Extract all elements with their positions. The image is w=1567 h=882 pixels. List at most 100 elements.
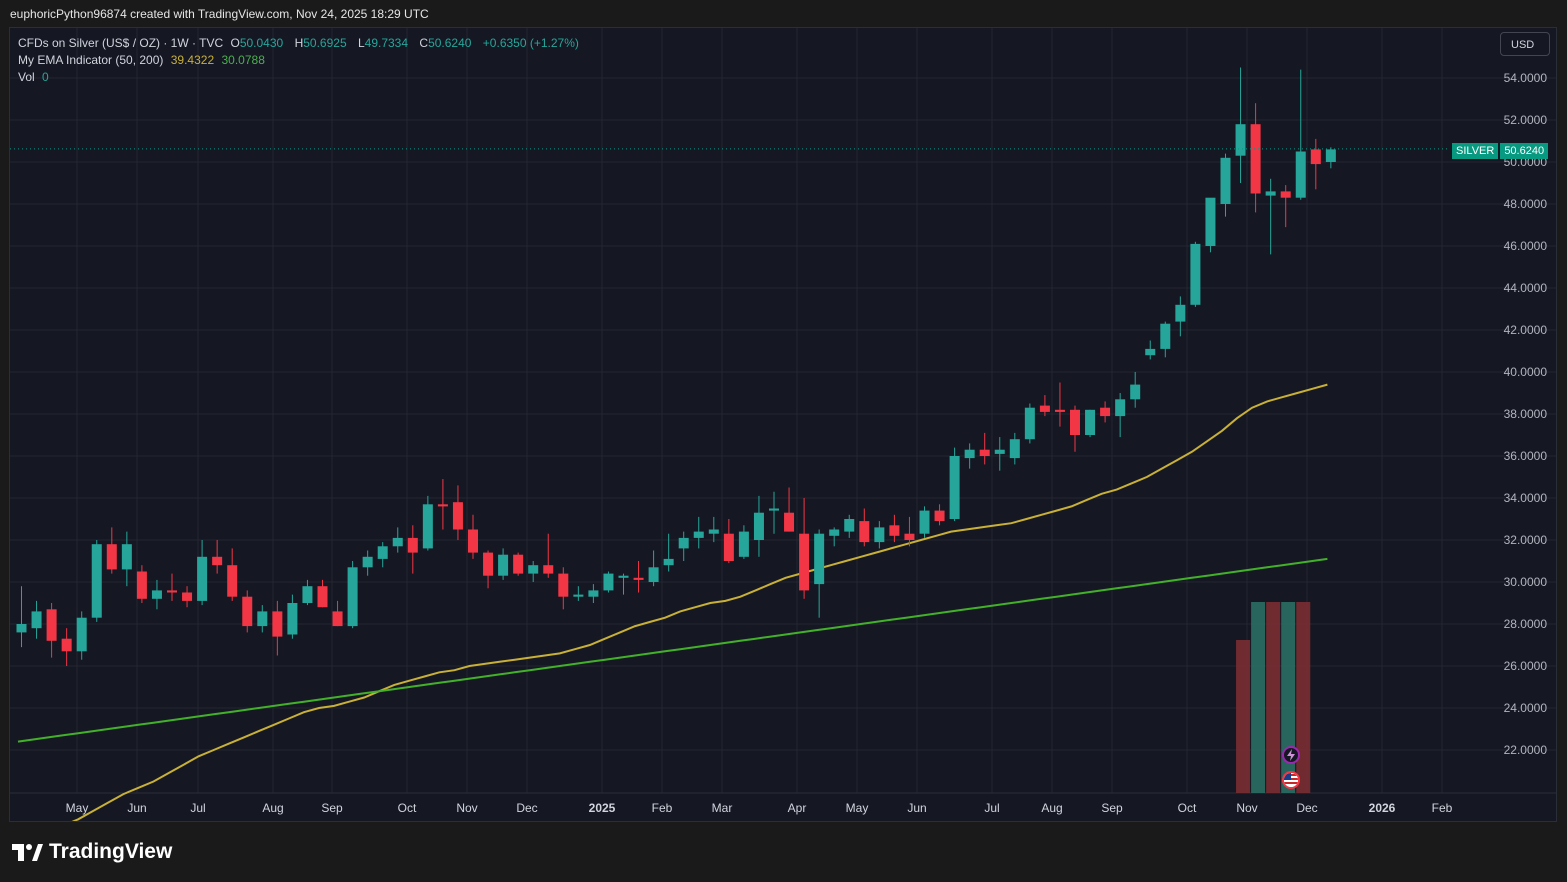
candle-body[interactable] [317,586,328,608]
candle-body[interactable] [287,603,298,635]
candle-body[interactable] [964,449,975,459]
candle-body[interactable] [1265,191,1276,196]
candle-body[interactable] [1220,157,1231,204]
candle-body[interactable] [769,508,779,511]
candle-body[interactable] [1280,191,1291,198]
candle-body[interactable] [1175,304,1186,322]
ema-indicator-name[interactable]: My EMA Indicator (50, 200) [18,53,164,67]
volume-legend[interactable]: Vol 0 [18,70,53,84]
candle-body[interactable] [1085,409,1096,435]
candle-body[interactable] [1295,151,1306,198]
chart-panel[interactable]: 22.0000 24.0000 26.0000 28.0000 30.0000 32.00… [9,27,1557,822]
candle-body[interactable] [528,565,539,574]
candle-body[interactable] [1190,243,1201,305]
tradingview-logo[interactable]: TradingView [12,840,172,864]
candle-body[interactable] [422,504,433,549]
candle-body[interactable] [61,638,72,652]
candle-body[interactable] [979,449,990,456]
candle-body[interactable] [1115,399,1126,417]
candle-body[interactable] [558,573,569,597]
candle-body[interactable] [648,567,659,582]
candle-body[interactable] [844,519,855,532]
candle-body[interactable] [874,527,885,543]
candle-body[interactable] [257,611,268,627]
candle-body[interactable] [573,594,584,597]
candle-body[interactable] [1160,323,1171,349]
candle-body[interactable] [723,533,734,561]
candle-body[interactable] [1205,197,1216,246]
candle-body[interactable] [1039,405,1050,412]
us-flag-event-icon[interactable] [1282,771,1300,789]
volume-label[interactable]: Vol [18,70,35,84]
candle-body[interactable] [106,544,117,570]
candle-body[interactable] [437,504,448,507]
candle-body[interactable] [1235,124,1246,156]
candle-body[interactable] [483,552,494,576]
candle-body[interactable] [543,565,554,574]
candle-body[interactable] [377,546,388,559]
candle-body[interactable] [829,529,840,536]
candle-body[interactable] [407,537,418,553]
candle-body[interactable] [753,512,764,540]
candle-body[interactable] [633,577,644,580]
symbol-name[interactable]: CFDs on Silver (US$ / OZ) · 1W · TVC [18,36,224,50]
candle-body[interactable] [738,531,749,557]
candle-body[interactable] [302,586,313,603]
candle-body[interactable] [31,611,42,629]
candle-body[interactable] [498,554,509,576]
candle-body[interactable] [693,531,704,538]
candle-body[interactable] [452,502,463,530]
candle-body[interactable] [46,609,57,641]
ema-legend[interactable]: My EMA Indicator (50, 200) 39.4322 30.07… [18,53,269,67]
lightning-event-icon[interactable] [1282,746,1300,764]
currency-button[interactable]: USD [1500,32,1550,56]
candle-body[interactable] [1325,149,1336,162]
candle-body[interactable] [513,554,524,574]
candle-body[interactable] [1024,407,1035,440]
candle-body[interactable] [362,556,373,568]
candle-body[interactable] [708,529,719,534]
candle-body[interactable] [1009,439,1020,459]
candle-body[interactable] [468,529,478,553]
candle-body[interactable] [392,537,403,547]
candle-body[interactable] [603,573,614,591]
candle-body[interactable] [1310,149,1321,165]
candle-body[interactable] [121,544,132,570]
candle-body[interactable] [76,617,87,652]
candle-body[interactable] [799,533,810,591]
candle-body[interactable] [919,510,930,534]
candle-body[interactable] [663,558,674,566]
candle-body[interactable] [949,456,960,519]
candle-body[interactable] [859,521,870,543]
candle-body[interactable] [136,571,147,599]
candle-body[interactable] [212,556,223,566]
candle-body[interactable] [16,624,27,633]
candle-body[interactable] [1145,348,1156,356]
candle-body[interactable] [1054,409,1065,412]
candle-body[interactable] [227,565,238,597]
candle-body[interactable] [814,533,825,585]
candle-body[interactable] [347,567,358,627]
symbol-legend[interactable]: CFDs on Silver (US$ / OZ) · 1W · TVC O50… [18,36,583,50]
candle-body[interactable] [618,575,629,578]
candle-body[interactable] [242,596,253,627]
candle-body[interactable] [1100,407,1111,417]
candle-body[interactable] [934,510,945,522]
candle-body[interactable] [197,556,208,601]
candle-body[interactable] [182,592,193,601]
candle-body[interactable] [91,544,102,618]
candle-body[interactable] [272,611,283,637]
candle-body[interactable] [1250,124,1261,194]
candle-body[interactable] [678,537,689,549]
candle-body[interactable] [332,611,343,627]
candle-body[interactable] [151,590,162,599]
candle-body[interactable] [1130,384,1141,400]
candle-body[interactable] [167,590,177,593]
price-chart[interactable]: 22.0000 24.0000 26.0000 28.0000 30.0000 32.00… [10,28,1556,821]
candle-body[interactable] [889,525,900,536]
candle-body[interactable] [784,512,795,532]
candle-body[interactable] [1070,409,1080,435]
candle-body[interactable] [588,590,599,597]
candle-body[interactable] [904,533,915,540]
candle-body[interactable] [994,449,1005,454]
